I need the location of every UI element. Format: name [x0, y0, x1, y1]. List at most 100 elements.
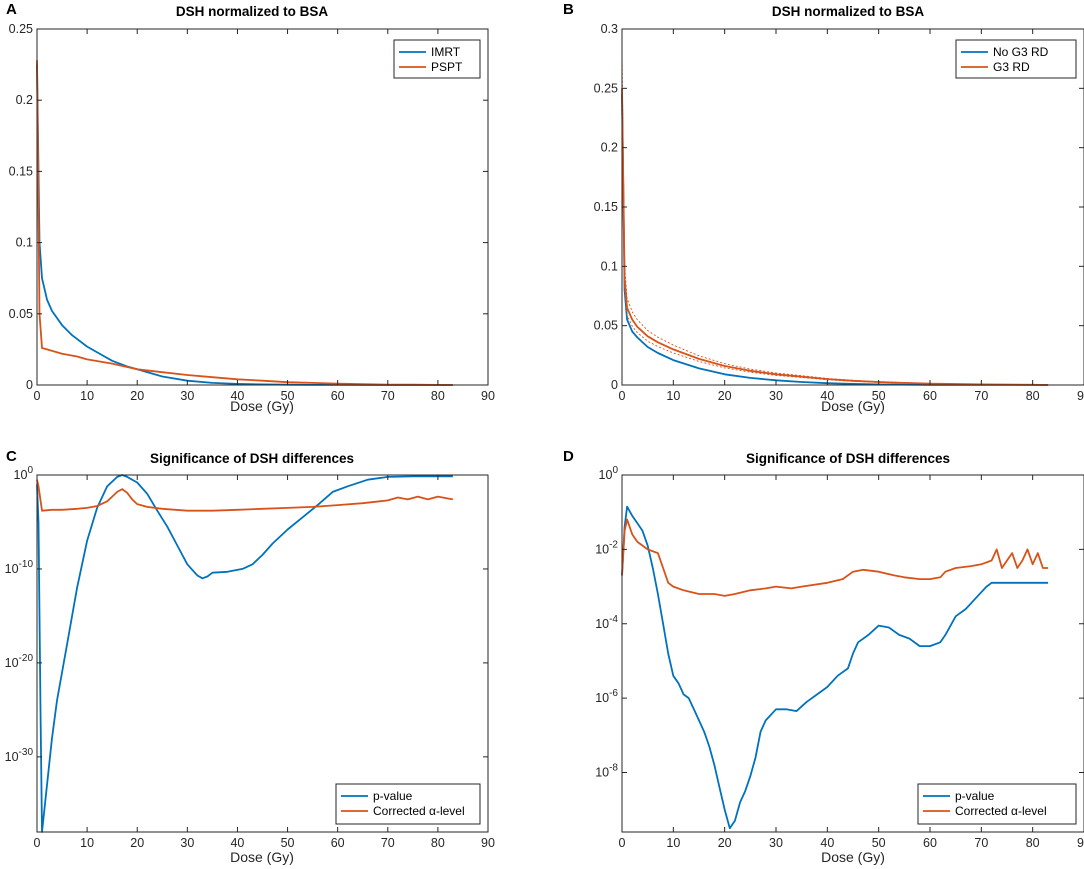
panel-d-legend-box	[917, 783, 1077, 825]
panel-c-xtick-label: 60	[331, 836, 345, 850]
panel-b-xtick-label: 0	[619, 389, 626, 403]
panel-d-xtick-label: 40	[820, 836, 834, 850]
panel-d-xtick-label: 10	[666, 836, 680, 850]
panel-d-letter: D	[563, 448, 574, 465]
panel-d-xtick-label: 90	[1077, 836, 1084, 850]
panel-d-xtick-label: 80	[1026, 836, 1040, 850]
panel-a-legend-label-pspt: PSPT	[431, 60, 463, 74]
panel-d: D Significance of DSH differences 0 10 20 3…	[563, 448, 1084, 865]
panel-b-axes-box	[621, 28, 1084, 386]
panel-c-series-p-value	[36, 474, 453, 833]
panel-b-xtick-label: 10	[666, 389, 680, 403]
panel-d-legend-label-p-value: p-value	[955, 789, 995, 803]
panel-c-xtick-label: 20	[130, 836, 144, 850]
panel-b-ytick-label: 0.3	[601, 22, 618, 36]
panel-d-ytick-label: 100	[599, 465, 619, 482]
panel-b-xtick-label: 70	[974, 389, 988, 403]
panel-b-legend-label-no-g3-rd: No G3 RD	[993, 45, 1049, 59]
panel-c-letter: C	[6, 448, 17, 465]
panel-b-series-g3-rd	[621, 88, 1049, 386]
panel-c-xtick-label: 80	[431, 836, 445, 850]
panel-a-xtick-label: 20	[130, 389, 144, 403]
panel-d-title: Significance of DSH differences	[746, 451, 950, 466]
panel-c: C Significance of DSH differences 0 10 20 3…	[5, 448, 495, 865]
panel-a-xlabel: Dose (Gy)	[230, 398, 294, 414]
panel-a-series-imrt	[36, 64, 453, 386]
panel-d-xlabel: Dose (Gy)	[821, 849, 885, 865]
panel-c-xtick-label: 50	[281, 836, 295, 850]
panel-a-series-pspt	[36, 60, 453, 386]
panel-d-ytick-label: 10-4	[595, 614, 618, 631]
panel-a-xtick-label: 0	[34, 389, 41, 403]
panel-b-xtick-label: 50	[872, 389, 886, 403]
panel-a-axes-box	[36, 28, 489, 386]
panel-c-xtick-label: 0	[34, 836, 41, 850]
panel-c-xtick-label: 90	[481, 836, 495, 850]
panel-d-xtick-label: 60	[923, 836, 937, 850]
panel-b-ytick-label: 0.1	[601, 259, 618, 273]
panel-a-xtick-label: 90	[481, 389, 495, 403]
panel-d-series-p-value	[621, 505, 1049, 830]
panel-b-xlabel: Dose (Gy)	[821, 398, 885, 414]
panel-c-xlabel: Dose (Gy)	[230, 849, 294, 865]
panel-d-xtick-label: 20	[718, 836, 732, 850]
panel-a-xtick-label: 70	[381, 389, 395, 403]
panel-b-ytick-label: 0.05	[594, 319, 618, 333]
panel-b-legend-box	[955, 39, 1077, 79]
panel-d-xtick-label: 0	[619, 836, 626, 850]
panel-b-series-g3-rd-band	[621, 52, 1049, 386]
panel-a-xtick-label: 50	[281, 389, 295, 403]
panel-a-xtick-label: 80	[431, 389, 445, 403]
panel-b-xtick-label: 90	[1077, 389, 1084, 403]
panel-b-title: DSH normalized to BSA	[772, 4, 925, 19]
panel-c-ytick-label: 10-20	[5, 653, 34, 670]
panel-a-xtick-label: 40	[230, 389, 244, 403]
panel-b-xtick-label: 80	[1026, 389, 1040, 403]
panel-a-xtick-label: 60	[331, 389, 345, 403]
panel-b-xtick-label: 60	[923, 389, 937, 403]
panel-a-legend-box	[393, 39, 481, 79]
panel-a-ytick-label: 0	[26, 378, 33, 392]
panel-d-legend-label-corrected-level: Corrected α-level	[955, 804, 1047, 818]
panel-d-series-corrected-level	[621, 518, 1049, 597]
panel-a-letter: A	[6, 1, 17, 18]
panel-c-xtick-label: 70	[381, 836, 395, 850]
panel-a-ytick-label: 0.05	[9, 307, 33, 321]
panel-b: B DSH normalized to BSA 0 10 20 30 40 50 60 70 8…	[563, 1, 1084, 414]
panel-c-xtick-label: 40	[230, 836, 244, 850]
panel-b-ytick-label: 0.15	[594, 200, 618, 214]
panel-a-ytick-label: 0.15	[9, 164, 33, 178]
panel-a-title: DSH normalized to BSA	[176, 4, 329, 19]
panel-a-xtick-label: 30	[180, 389, 194, 403]
panel-b-ytick-label: 0	[611, 378, 618, 392]
panel-a-ytick-label: 0.25	[9, 22, 33, 36]
panel-c-series-corrected-level	[36, 479, 454, 512]
panel-b-series-g3-rd-band	[621, 117, 1049, 386]
panel-c-ytick-label: 10-30	[5, 747, 34, 764]
panel-b-ytick-label: 0.2	[601, 141, 618, 155]
panel-a: A DSH normalized to BSA 0 10 20 30 40 50 60 70 8…	[6, 1, 495, 414]
panel-c-legend-box	[335, 783, 481, 825]
panel-d-ytick-label: 10-2	[595, 539, 618, 556]
panel-b-xtick-label: 20	[718, 389, 732, 403]
panel-b-legend-label-g3-rd: G3 RD	[993, 60, 1030, 74]
panel-b-xtick-label: 30	[769, 389, 783, 403]
panel-b-series-no-g3-rd	[621, 94, 1049, 386]
panel-d-xtick-label: 50	[872, 836, 886, 850]
panel-b-letter: B	[563, 1, 574, 18]
panel-c-ytick-label: 100	[14, 465, 34, 482]
panel-c-xtick-label: 10	[80, 836, 94, 850]
panel-c-axes-box	[36, 474, 489, 833]
panel-d-xtick-label: 30	[769, 836, 783, 850]
panel-a-legend-label-imrt: IMRT	[431, 45, 461, 59]
panel-c-title: Significance of DSH differences	[150, 451, 354, 466]
panel-c-legend-label-corrected-level: Corrected α-level	[373, 804, 465, 818]
panel-c-xtick-label: 30	[180, 836, 194, 850]
panel-c-ytick-label: 10-10	[5, 559, 34, 576]
panel-d-xtick-label: 70	[974, 836, 988, 850]
